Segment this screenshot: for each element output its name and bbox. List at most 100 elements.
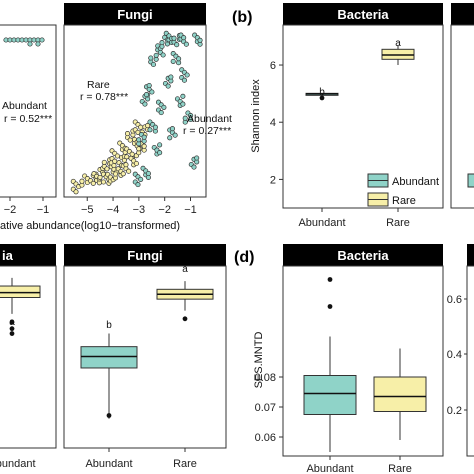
- bottom-left-rare-outlier: [9, 326, 15, 332]
- abundant-point: [194, 155, 200, 161]
- rare-point: [100, 179, 107, 185]
- shannon-ytick: 6: [270, 60, 276, 72]
- rare-point: [104, 166, 110, 172]
- rare-point: [141, 143, 147, 149]
- top-left-frame: [0, 24, 57, 198]
- fungi-scatter-panel: Fungi Rare r = 0.78*** Abundant r = 0.27…: [63, 3, 232, 216]
- abundant-point: [191, 164, 197, 170]
- top-left-points: [3, 37, 45, 47]
- abundant-point: [183, 41, 189, 47]
- top-left-xtick: −1: [37, 204, 50, 216]
- bottom-left-rare-box: [0, 285, 41, 298]
- abundant-point: [157, 150, 163, 156]
- abundant-point: [171, 35, 177, 41]
- abundant-point: [152, 124, 158, 130]
- abundant-point: [165, 83, 171, 89]
- bacteria-mntd-panel: (d) Bacteria SES.MNTD 0.06 0.07 0.08 Abund…: [234, 244, 444, 474]
- rare-point: [136, 146, 142, 152]
- shannon-xtick-abundant: Abundant: [298, 217, 345, 229]
- bottom-left-strip: [0, 244, 56, 266]
- rare-point: [124, 131, 131, 137]
- fungi-box-xtick-abundant: Abundant: [85, 458, 132, 470]
- abundant-point: [141, 134, 147, 140]
- rare-point: [112, 171, 119, 177]
- abundant-point: [159, 40, 165, 46]
- rare-point: [112, 158, 118, 164]
- fungi-scatter-xtick: −4: [107, 204, 120, 216]
- mntd-y-label: SES.MNTD: [253, 332, 265, 389]
- bottom-left-xtick: Abundant: [0, 458, 36, 470]
- abundant-point: [157, 142, 163, 148]
- abundant-point: [161, 104, 167, 110]
- right-edge-bottom-strip: [467, 244, 474, 266]
- bottom-left-panel: ia a Abundant: [0, 244, 57, 470]
- bottom-left-strip-title: ia: [2, 248, 14, 263]
- mntd-abundant-outlier: [327, 277, 333, 282]
- top-left-panel: Abundant r = 0.52*** −2 −1 ative abundan…: [0, 24, 180, 232]
- rare-point: [114, 153, 120, 159]
- fungi-scatter-frame: [63, 24, 207, 198]
- shannon-boxes: [305, 45, 415, 101]
- fungi-box-strip: [64, 244, 226, 266]
- fungi-box-letter-rare: a: [182, 264, 188, 275]
- mntd-xtick-rare: Rare: [388, 463, 412, 474]
- fungi-scatter-xtick: −3: [133, 204, 146, 216]
- shannon-letter-abundant: b: [319, 87, 325, 98]
- top-left-abundant-r: r = 0.52***: [4, 113, 52, 125]
- fungi-box-strip-title: Fungi: [127, 248, 162, 263]
- fungi-scatter-points: [70, 30, 203, 195]
- rare-point: [145, 123, 151, 129]
- bottom-left-frame: [0, 265, 57, 449]
- abundant-point: [169, 126, 175, 132]
- fungi-abundant-box: [80, 346, 138, 369]
- bacteria-mntd-strip-title: Bacteria: [337, 248, 389, 263]
- rare-point: [126, 168, 132, 174]
- abundant-point: [138, 176, 144, 182]
- panel-tag-d: (d): [234, 249, 254, 266]
- x-axis-label: ative abundance(log10−transformed): [0, 220, 180, 232]
- rare-point: [97, 174, 103, 180]
- abundant-point: [147, 127, 153, 133]
- abundant-point: [39, 37, 45, 43]
- abundant-point: [181, 35, 187, 41]
- abundant-point: [145, 170, 151, 177]
- mntd-abundant-outlier: [327, 304, 333, 309]
- fungi-box-frame: [63, 265, 227, 449]
- abundant-point: [167, 135, 173, 141]
- rare-point: [73, 189, 79, 195]
- abundant-point: [180, 101, 186, 107]
- bottom-left-letter: a: [9, 317, 15, 328]
- panel-tag-b: (b): [232, 9, 252, 26]
- shannon-y-label: Shannon index: [250, 79, 262, 153]
- abundant-point: [158, 110, 164, 116]
- abundant-point: [197, 37, 203, 43]
- abundant-point: [188, 113, 194, 119]
- abundant-point: [181, 77, 187, 83]
- abundant-point: [27, 41, 33, 47]
- bacteria-shannon-strip-title: Bacteria: [337, 7, 389, 22]
- fungi-abundant-outlier: [106, 413, 112, 418]
- right-edge-ytick: 0.4: [447, 349, 462, 361]
- mntd-abundant-box: [303, 375, 357, 415]
- fungi-box-panel: Fungi b a Abundant Rare: [63, 244, 227, 470]
- abundant-point: [148, 55, 154, 61]
- rare-point: [138, 124, 144, 130]
- rare-point: [111, 162, 117, 169]
- mntd-ytick: 0.07: [255, 402, 276, 414]
- rare-point: [79, 178, 85, 184]
- abundant-point: [149, 89, 155, 95]
- rare-point: [124, 154, 130, 160]
- fungi-abundant-r: r = 0.27***: [183, 125, 231, 137]
- right-edge-bottom-panel: 0.6 0.4 0.2: [447, 244, 474, 457]
- legend: Abundant Rare: [367, 173, 439, 207]
- mntd-boxes: [303, 277, 427, 452]
- mntd-ytick: 0.06: [255, 432, 276, 444]
- right-edge-top-panel: [450, 3, 474, 209]
- abundant-point: [160, 52, 166, 58]
- bacteria-shannon-frame: [282, 24, 444, 209]
- fungi-abundant-label: Abundant: [187, 113, 232, 125]
- right-edge-legend-swatch: [467, 173, 474, 188]
- right-edge-top-strip: [451, 3, 474, 25]
- fungi-box-letter-abundant: b: [106, 320, 112, 331]
